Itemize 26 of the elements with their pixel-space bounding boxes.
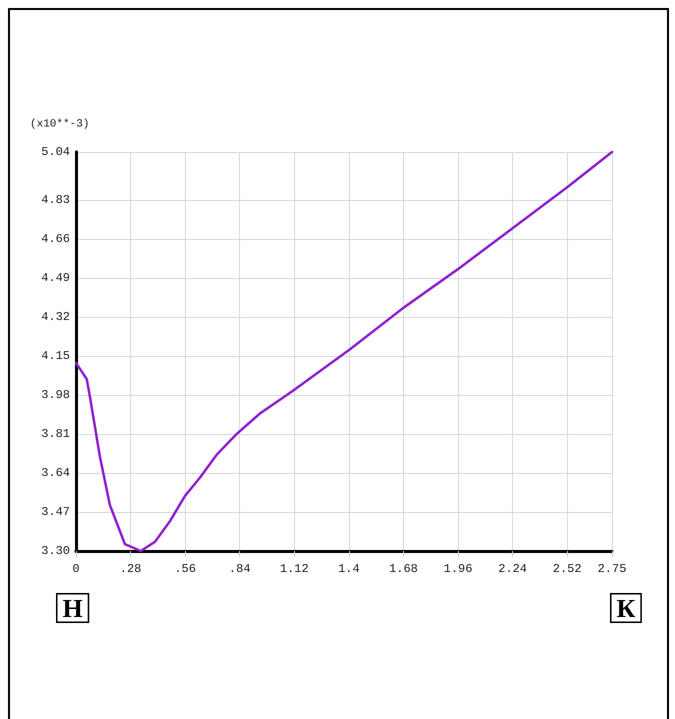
text: Н <box>62 594 83 623</box>
y-tick-label: 4.49 <box>41 271 70 286</box>
y-tick-label: 3.30 <box>41 544 70 558</box>
y-tick-label: 4.15 <box>41 349 70 364</box>
x-tick-label: 2.52 <box>552 562 582 576</box>
x-tick-label: 2.24 <box>498 562 528 576</box>
x-tick-label: 1.12 <box>280 562 309 576</box>
x-tick-label: 1.68 <box>389 562 418 576</box>
x-tick-label: 0 <box>72 562 80 576</box>
x-tick-label: 1.96 <box>444 562 472 576</box>
y-tick-label: 3.98 <box>41 388 70 402</box>
y-tick-label: 3.81 <box>41 427 70 442</box>
y-tick-label: 5.04 <box>41 145 70 159</box>
x-tick-label: 2.75 <box>598 562 626 576</box>
x-tick-label: 1.4 <box>338 562 360 576</box>
y-tick-label: 3.64 <box>41 466 70 480</box>
line-series <box>74 150 614 552</box>
text: К <box>616 594 636 623</box>
y-tick-label: 4.83 <box>41 193 70 208</box>
x-tick-label: .84 <box>228 562 251 576</box>
y-tick-label: 3.47 <box>41 505 70 520</box>
y-axis-title: (x10**-3) <box>30 118 90 130</box>
y-tick-label: 4.66 <box>41 232 70 246</box>
x-tick-label: .56 <box>174 562 196 576</box>
x-tick-label: .28 <box>120 562 142 576</box>
y-tick-label: 4.32 <box>41 310 70 324</box>
